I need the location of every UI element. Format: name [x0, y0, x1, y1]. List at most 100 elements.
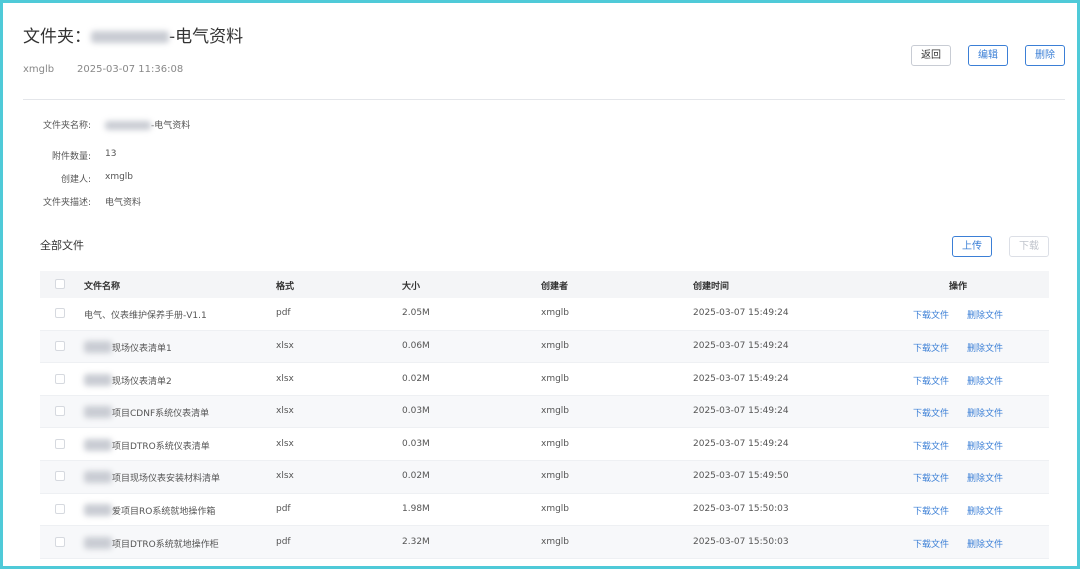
info-label: 文件夹名称: [42, 121, 91, 131]
cell: xmglb [541, 406, 570, 417]
checkbox[interactable] [55, 471, 65, 482]
delete-link[interactable]: 删除文件 [967, 311, 1004, 322]
edit-button[interactable]: 编辑 [968, 45, 1008, 66]
cell: xlsx [276, 406, 294, 417]
column-header: 格式 [276, 282, 295, 292]
value-text: -电气资料 [151, 121, 191, 131]
cell: 项目DTRO系统就地操作柜 [112, 539, 219, 550]
cell: xmglb [541, 536, 570, 547]
cell: 2025-03-07 15:50:03 [693, 503, 789, 514]
cell: 爱项目RO系统就地操作箱 [112, 506, 216, 517]
delete-link[interactable]: 删除文件 [967, 376, 1004, 387]
cell: xlsx [276, 340, 294, 351]
info-label: 文件夹描述: [42, 198, 91, 208]
cell: xmglb [541, 438, 570, 449]
download-link[interactable]: 下载文件 [913, 539, 950, 550]
cell: 0.06M [402, 340, 430, 351]
divider [23, 99, 1065, 100]
time: 2025-03-07 11:36:08 [77, 64, 184, 75]
checkbox[interactable] [55, 438, 65, 449]
cell: pdf [276, 536, 291, 547]
download-link[interactable]: 下载文件 [913, 506, 950, 517]
blurred-name [84, 406, 112, 419]
cell: 2.32M [402, 536, 430, 547]
column-header: 文件名称 [84, 282, 121, 292]
column-header: 创建者 [541, 282, 569, 292]
cell: 2025-03-07 15:49:24 [693, 373, 789, 384]
cell: xmglb [541, 308, 570, 319]
checkbox[interactable] [55, 373, 65, 384]
cell: 现场仪表清单1 [112, 343, 172, 354]
value-text: xmglb [105, 172, 134, 182]
cell: 0.02M [402, 471, 430, 482]
table-row [40, 461, 1049, 494]
table-row [40, 493, 1049, 527]
cell: 项目现场仪表安装材料清单 [112, 474, 221, 485]
download-link[interactable]: 下载文件 [913, 311, 950, 322]
delete-link[interactable]: 删除文件 [967, 343, 1004, 354]
checkbox[interactable] [55, 340, 65, 351]
checkbox[interactable] [55, 406, 65, 417]
blurred-name [84, 471, 112, 484]
download-link[interactable]: 下载文件 [913, 343, 950, 354]
download-link[interactable]: 下载文件 [913, 474, 950, 485]
column-header: 大小 [402, 282, 421, 292]
cell: 2025-03-07 15:50:03 [693, 536, 789, 547]
table-header [40, 271, 1049, 298]
checkbox[interactable] [55, 503, 65, 514]
delete-link[interactable]: 删除文件 [967, 506, 1004, 517]
cell: 0.03M [402, 406, 430, 417]
blurred-name [84, 503, 112, 516]
cell: 2.05M [402, 308, 430, 319]
cell: pdf [276, 503, 291, 514]
cell: 2025-03-07 15:49:24 [693, 308, 789, 319]
table-row [40, 330, 1049, 364]
delete-button[interactable]: 删除 [1025, 45, 1065, 66]
info-value: 13 [105, 149, 116, 159]
delete-link[interactable]: 删除文件 [967, 409, 1004, 420]
checkbox[interactable] [55, 308, 65, 319]
delete-link[interactable]: 删除文件 [967, 474, 1004, 485]
upload-button[interactable]: 上传 [952, 236, 992, 257]
table-row [40, 428, 1049, 461]
download-link[interactable]: 下载文件 [913, 409, 950, 420]
cell: xlsx [276, 438, 294, 449]
cell: xmglb [541, 471, 570, 482]
cell: 现场仪表清单2 [112, 376, 172, 387]
cell: pdf [276, 308, 291, 319]
value-text: 电气资料 [105, 198, 142, 208]
download-link[interactable]: 下载文件 [913, 376, 950, 387]
table-row [40, 298, 1049, 331]
cell: 2025-03-07 15:49:24 [693, 406, 789, 417]
info-value: 电气资料 [105, 195, 141, 208]
blurred-name [84, 536, 112, 549]
cell: 0.03M [402, 438, 430, 449]
cell: xmglb [541, 373, 570, 384]
cell: 电气、仪表维护保养手册-V1.1 [84, 311, 207, 322]
delete-link[interactable]: 删除文件 [967, 441, 1004, 452]
cell: 2025-03-07 15:49:24 [693, 438, 789, 449]
cell: xmglb [541, 340, 570, 351]
checkbox[interactable] [55, 536, 65, 547]
cell: xmglb [541, 503, 570, 514]
download-link[interactable]: 下载文件 [913, 441, 950, 452]
cell: 2025-03-07 15:49:50 [693, 471, 789, 482]
info-label: 附件数量: [51, 152, 91, 162]
title-suffix: -电气资料 [169, 27, 244, 47]
download-button[interactable]: 下载 [1009, 236, 1049, 257]
table-row [40, 395, 1049, 429]
files-title: 全部文件 [40, 239, 84, 252]
delete-link[interactable]: 删除文件 [967, 539, 1004, 550]
checkbox[interactable] [55, 279, 65, 289]
cell: 项目DTRO系统仪表清单 [112, 441, 210, 452]
info-label: 创建人: [60, 175, 91, 185]
info-value: xmglb [105, 172, 133, 182]
author: xmglb [23, 64, 55, 75]
blurred-name [105, 121, 151, 130]
blurred-name [84, 438, 112, 451]
blurred-name [84, 340, 112, 353]
cell: 项目CDNF系统仪表清单 [112, 409, 210, 420]
back-button[interactable]: 返回 [911, 45, 951, 66]
column-header: 创建时间 [693, 282, 730, 292]
